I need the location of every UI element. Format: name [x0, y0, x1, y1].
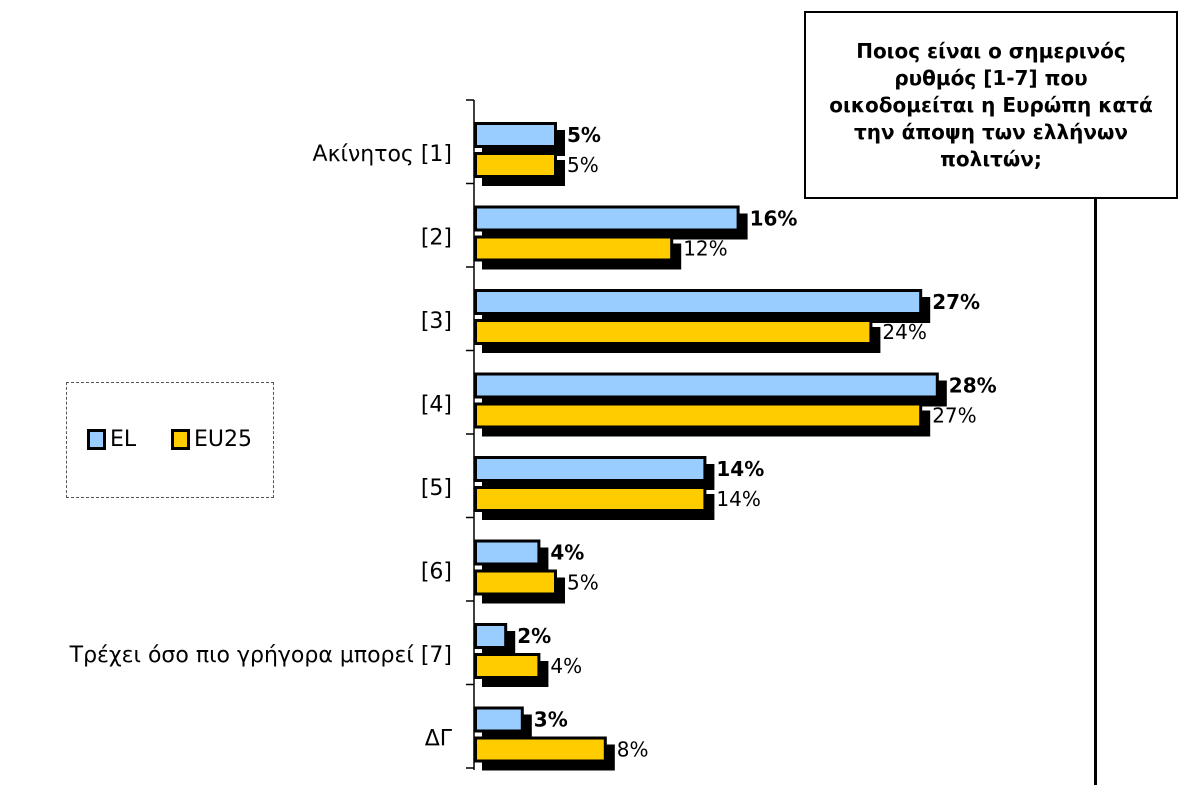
bar-eu25	[474, 319, 873, 345]
data-label-eu25: 4%	[550, 654, 582, 678]
chart-title-box: Ποιος είναι ο σημερινός ρυθμός [1-7] που…	[804, 11, 1178, 199]
data-label-eu25: 24%	[882, 320, 926, 344]
data-label-el: 16%	[750, 207, 798, 231]
bar-el	[474, 122, 557, 148]
data-label-el: 27%	[932, 290, 980, 314]
data-label-eu25: 5%	[567, 571, 599, 595]
category-label: [3]	[421, 309, 452, 334]
bar-eu25	[474, 402, 923, 429]
bar-el	[474, 456, 707, 482]
legend-swatch-eu25	[171, 429, 190, 450]
bar-el	[474, 623, 508, 649]
data-label-eu25: 27%	[932, 404, 976, 428]
data-label-eu25: 8%	[617, 738, 649, 762]
legend-item-el: EL	[87, 427, 136, 452]
legend: EL EU25	[66, 382, 274, 498]
legend-swatch-el	[87, 429, 106, 450]
chart-title: Ποιος είναι ο σημερινός ρυθμός [1-7] που…	[829, 38, 1153, 171]
bar-eu25	[474, 235, 674, 262]
data-label-eu25: 12%	[683, 237, 727, 261]
bar-eu25	[474, 152, 557, 178]
bar-el	[474, 706, 524, 733]
legend-item-eu25: EU25	[171, 427, 252, 452]
data-label-el: 3%	[534, 708, 568, 732]
data-label-eu25: 5%	[567, 153, 599, 177]
labels-group: Ακίνητος [1]5%5%[2]16%12%[3]27%24%[4]28%…	[69, 123, 997, 762]
bar-el	[474, 289, 923, 315]
category-label: [5]	[421, 476, 452, 501]
category-label: ΔΓ	[425, 727, 453, 752]
data-label-el: 5%	[567, 123, 601, 147]
category-label: Ακίνητος [1]	[313, 142, 452, 167]
category-label: [4]	[421, 393, 452, 418]
data-label-el: 2%	[517, 624, 551, 648]
bar-eu25	[474, 653, 541, 679]
data-label-el: 4%	[550, 541, 584, 565]
bar-eu25	[474, 736, 607, 763]
category-label: [2]	[421, 226, 452, 251]
data-label-el: 28%	[949, 374, 997, 398]
bars-group	[474, 122, 947, 771]
data-label-eu25: 14%	[716, 487, 760, 511]
title-connector-line	[1094, 199, 1097, 785]
legend-label-el: EL	[110, 427, 137, 452]
category-label: Τρέχει όσο πιο γρήγορα μπορεί [7]	[69, 643, 452, 668]
bar-el	[474, 205, 740, 232]
category-label: [6]	[421, 560, 452, 585]
legend-label-eu25: EU25	[194, 427, 252, 452]
bar-el	[474, 539, 541, 566]
axis-ticks	[466, 99, 474, 769]
bar-el	[474, 372, 939, 399]
bar-eu25	[474, 569, 557, 596]
data-label-el: 14%	[716, 457, 764, 481]
bar-eu25	[474, 486, 707, 512]
